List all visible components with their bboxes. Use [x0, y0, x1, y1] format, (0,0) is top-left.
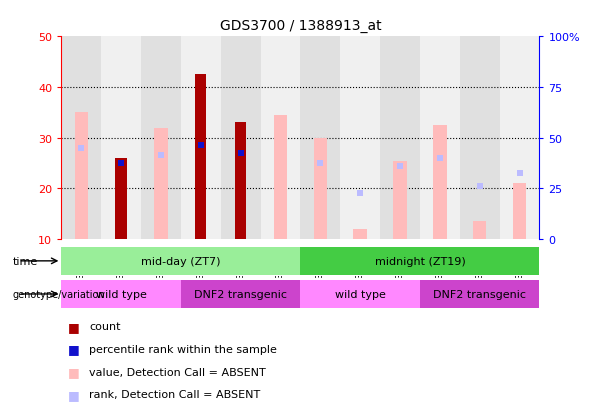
Text: ■: ■ — [67, 365, 79, 378]
Bar — [141, 37, 181, 240]
Bar — [101, 37, 141, 240]
FancyBboxPatch shape — [61, 280, 181, 308]
FancyBboxPatch shape — [61, 247, 300, 275]
Bar — [420, 37, 460, 240]
Text: ■: ■ — [67, 342, 79, 356]
Text: value, Detection Call = ABSENT: value, Detection Call = ABSENT — [89, 367, 265, 377]
FancyBboxPatch shape — [420, 280, 539, 308]
FancyBboxPatch shape — [300, 280, 420, 308]
FancyBboxPatch shape — [300, 247, 539, 275]
Bar — [300, 37, 340, 240]
Bar — [221, 37, 261, 240]
Bar — [115, 159, 127, 240]
Text: ■: ■ — [67, 320, 79, 333]
Text: wild type: wild type — [335, 289, 386, 299]
Bar — [340, 37, 380, 240]
Bar — [460, 37, 500, 240]
Text: wild type: wild type — [96, 289, 147, 299]
Text: time: time — [12, 256, 37, 266]
Bar — [380, 37, 420, 240]
Bar — [314, 138, 327, 240]
Text: count: count — [89, 321, 120, 331]
Bar — [235, 123, 246, 240]
Bar — [181, 37, 221, 240]
Bar — [154, 128, 167, 240]
Text: percentile rank within the sample: percentile rank within the sample — [89, 344, 276, 354]
Bar — [513, 184, 526, 240]
Bar — [61, 37, 101, 240]
Bar — [195, 75, 207, 240]
Text: midnight (ZT19): midnight (ZT19) — [375, 256, 465, 266]
Bar — [473, 222, 486, 240]
Title: GDS3700 / 1388913_at: GDS3700 / 1388913_at — [219, 19, 381, 33]
FancyBboxPatch shape — [181, 280, 300, 308]
Text: genotype/variation: genotype/variation — [12, 289, 105, 299]
Bar — [433, 126, 446, 240]
Bar — [394, 161, 406, 240]
Text: DNF2 transgenic: DNF2 transgenic — [433, 289, 526, 299]
Bar — [274, 116, 287, 240]
Text: DNF2 transgenic: DNF2 transgenic — [194, 289, 287, 299]
Bar — [261, 37, 300, 240]
Bar — [500, 37, 539, 240]
Bar — [354, 230, 367, 240]
Bar — [75, 113, 88, 240]
Text: ■: ■ — [67, 388, 79, 401]
Text: rank, Detection Call = ABSENT: rank, Detection Call = ABSENT — [89, 389, 260, 399]
Text: mid-day (ZT7): mid-day (ZT7) — [141, 256, 221, 266]
